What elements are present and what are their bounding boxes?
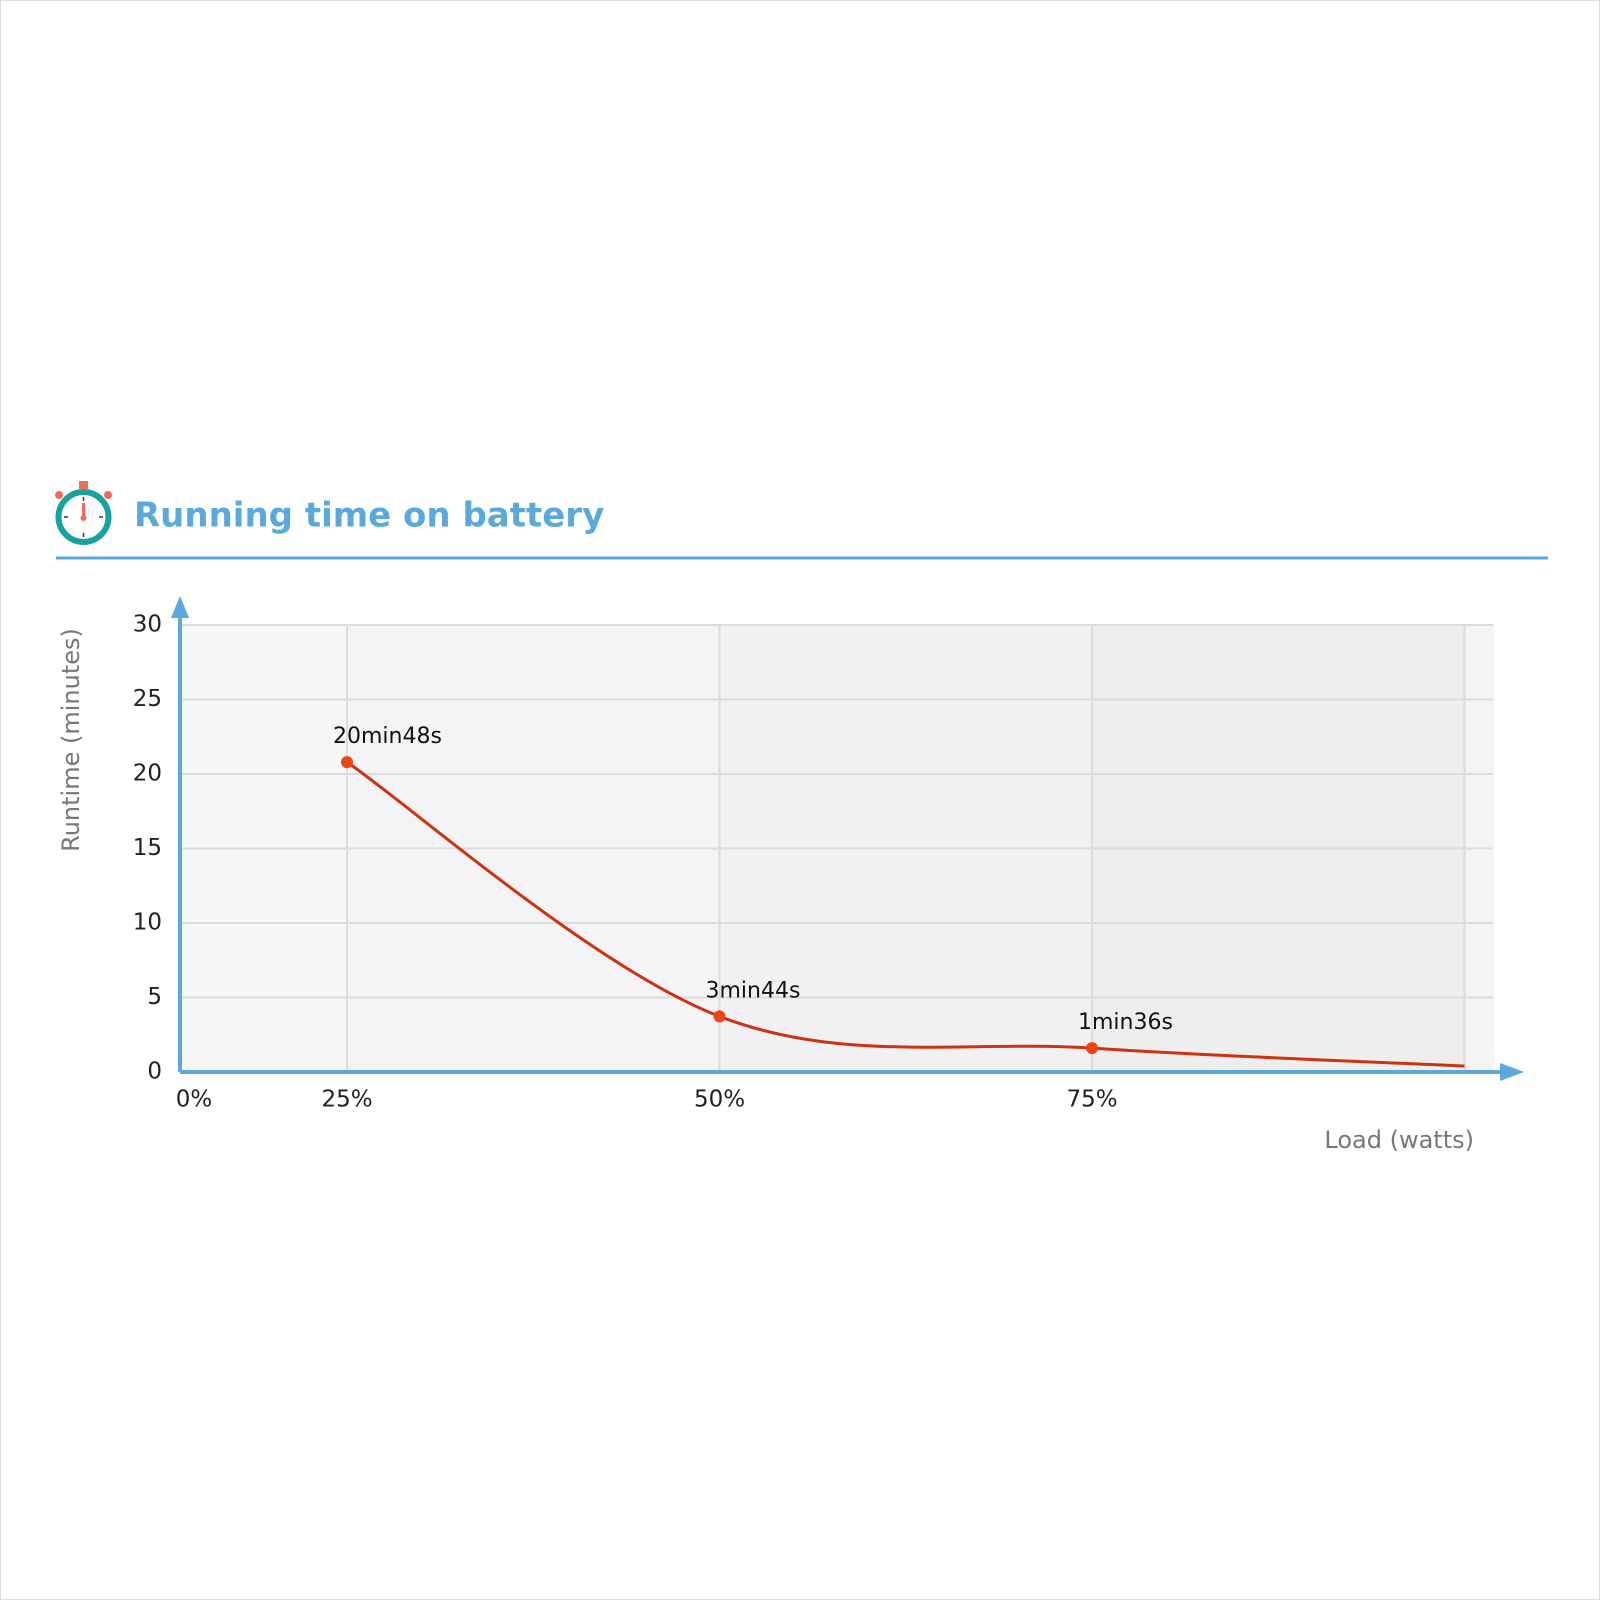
chart-title: Running time on battery xyxy=(134,496,604,536)
series-line xyxy=(346,760,1465,1068)
x-tick-label: 0% xyxy=(176,1087,213,1113)
data-point xyxy=(341,756,353,769)
y-tick-label: 30 xyxy=(133,612,162,638)
y-tick-label: 5 xyxy=(147,984,162,1010)
y-tick-label: 20 xyxy=(133,761,162,787)
y-tick-label: 0 xyxy=(147,1059,162,1085)
value-label: 3min44s xyxy=(706,978,801,1003)
x-axis-label: Load (watts) xyxy=(1324,1126,1474,1154)
data-point xyxy=(1086,1042,1098,1055)
x-tick-label: 25% xyxy=(321,1087,372,1113)
data-point xyxy=(713,1010,726,1023)
x-tick-label: 75% xyxy=(1066,1087,1117,1113)
x-axis-arrow xyxy=(1500,1063,1524,1081)
stopwatch-icon xyxy=(55,481,112,545)
y-tick-label: 25 xyxy=(133,686,162,712)
value-label: 1min36s xyxy=(1078,1010,1173,1035)
value-label: 20min48s xyxy=(333,724,442,749)
y-axis-arrow xyxy=(171,596,189,618)
y-tick-label: 15 xyxy=(133,835,162,861)
y-axis-label: Runtime (minutes) xyxy=(57,628,85,852)
y-tick-label: 10 xyxy=(133,910,162,936)
x-tick-label: 50% xyxy=(694,1087,745,1113)
